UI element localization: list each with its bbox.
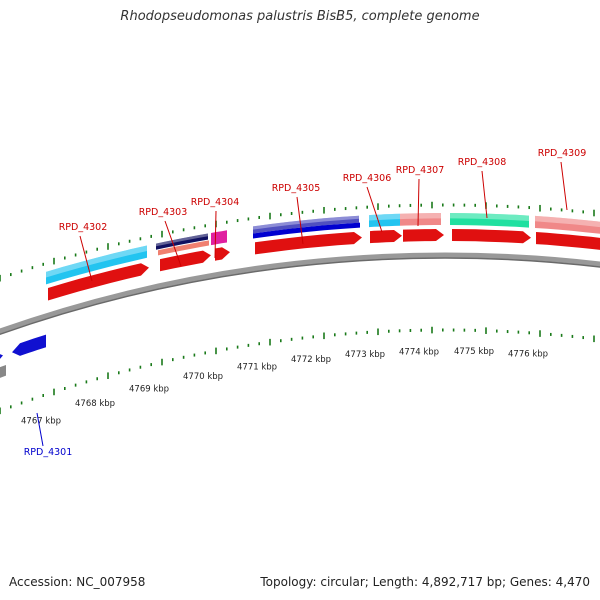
cds-arrow-0: [48, 263, 149, 301]
topology-summary: Topology: circular; Length: 4,892,717 bp…: [260, 575, 590, 589]
rev-cds-arrow-0: [0, 354, 3, 359]
feature-pink-4307: [400, 213, 441, 226]
gene-label-rpd-4309: RPD_4309: [538, 148, 587, 159]
feature-blue-4305: [253, 222, 360, 239]
feature-purple-4305-highlight: [253, 215, 359, 230]
feature-cyan-4302: [46, 245, 147, 285]
gene-label-rpd-4301: RPD_4301: [24, 447, 73, 458]
scale-label-8: 4775 kbp: [454, 347, 494, 357]
leader-line-rpd-4306: [366, 186, 383, 233]
leader-line-rpd-4304: [214, 210, 217, 259]
leader-line-rpd-4308: [481, 170, 488, 219]
leader-line-rpd-4305: [296, 196, 304, 245]
scale-label-7: 4774 kbp: [399, 347, 439, 357]
gene-label-rpd-4305: RPD_4305: [272, 183, 321, 194]
backbone-inner: [0, 257, 600, 336]
accession-text: Accession: NC_007958: [9, 575, 146, 589]
backbone-outer: [0, 252, 600, 334]
gene-label-rpd-4304: RPD_4304: [191, 197, 240, 208]
feature-grey-0: [0, 365, 6, 378]
leader-line-rpd-4307: [417, 178, 420, 227]
rev-cds-arrow-4301: [12, 334, 46, 356]
cds-arrow-2: [215, 247, 230, 261]
cds-arrow-5: [403, 229, 444, 242]
cds-arrow-4: [370, 230, 402, 244]
gene-label-rpd-4307: RPD_4307: [396, 165, 445, 176]
tick-layer: [0, 201, 595, 415]
feature-magenta-4304: [211, 230, 227, 246]
scale-label-3: 4770 kbp: [183, 372, 223, 382]
feature-pink-4309-highlight: [535, 215, 600, 228]
feature-pink-4307-highlight: [400, 213, 441, 220]
cds-arrow-6: [452, 229, 531, 244]
scale-label-0: 4767 kbp: [21, 417, 61, 427]
gene-label-rpd-4303: RPD_4303: [139, 207, 188, 218]
gene-label-rpd-4308: RPD_4308: [458, 157, 507, 168]
scale-label-2: 4769 kbp: [129, 384, 169, 394]
gene-label-rpd-4306: RPD_4306: [343, 173, 392, 184]
scale-label-9: 4776 kbp: [508, 349, 548, 359]
leader-line-rpd-4302: [79, 235, 93, 282]
feature-green-4308: [450, 213, 529, 228]
label-layer: 4767 kbp 4768 kbp 4769 kbp 4770 kbp 4771 kbp…: [21, 148, 586, 458]
scale-label-4: 4771 kbp: [237, 362, 277, 372]
feature-navy-4303: [156, 233, 208, 250]
feature-green-4308-highlight: [450, 213, 529, 221]
feature-purple-4305: [253, 215, 359, 234]
scale-label-5: 4772 kbp: [291, 355, 331, 365]
page-title: Rhodopseudomonas palustris BisB5, comple…: [120, 9, 480, 24]
leader-line-rpd-4303: [164, 220, 182, 267]
leader-line-rpd-4301: [36, 412, 44, 447]
cds-arrow-7: [536, 232, 600, 250]
cds-arrow-1: [160, 250, 211, 272]
feature-cyan-4302-highlight: [46, 245, 147, 278]
gene-label-rpd-4302: RPD_4302: [59, 222, 108, 233]
cds-arrow-3: [255, 232, 362, 255]
backbone-layer: [0, 252, 600, 336]
scale-label-1: 4768 kbp: [75, 399, 115, 409]
feature-salmon-4303: [158, 240, 209, 256]
scale-label-6: 4773 kbp: [345, 350, 385, 360]
feature-pink-4309: [535, 215, 600, 234]
leader-line-rpd-4309: [560, 161, 568, 211]
feature-navy-4303-highlight: [156, 233, 208, 247]
feature-layer: [0, 213, 600, 378]
